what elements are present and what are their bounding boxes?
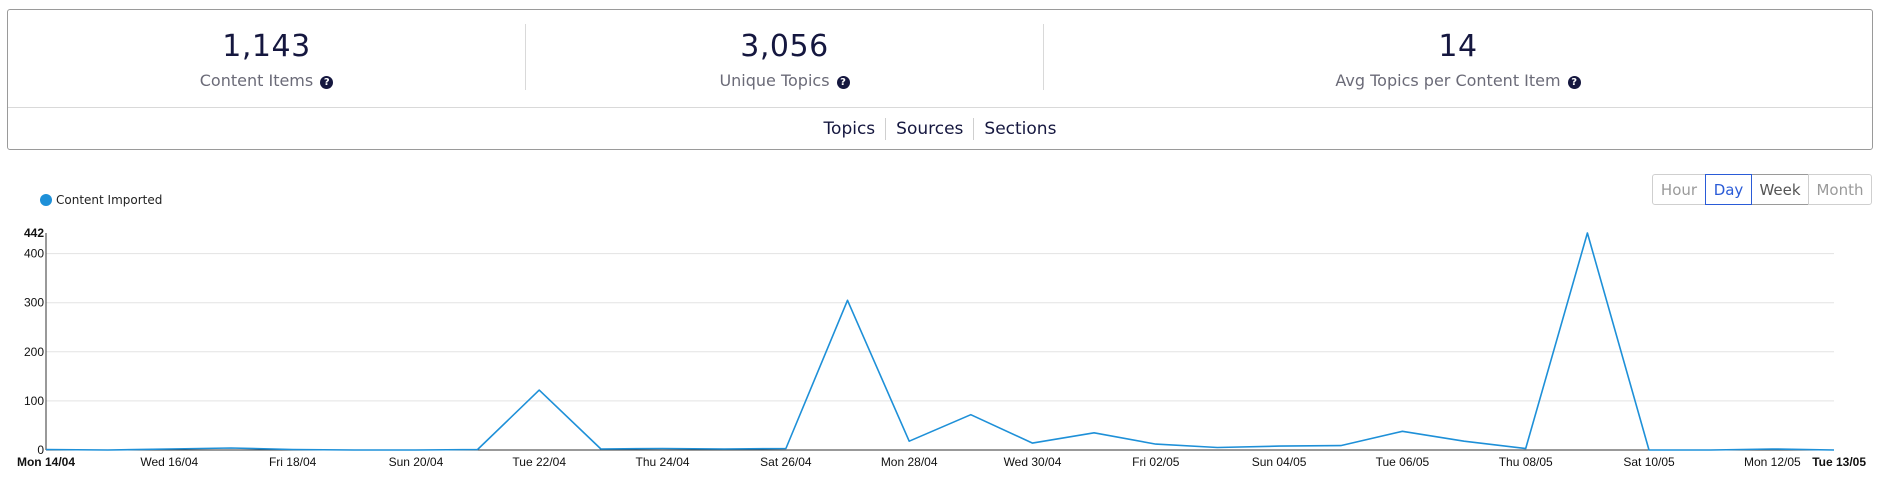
x-tick-label: Tue 13/05 [1812, 455, 1866, 469]
tab-sources[interactable]: Sources [896, 119, 964, 139]
y-tick-label: 200 [24, 345, 44, 359]
tab-separator [973, 118, 975, 140]
x-tick-label: Mon 12/05 [1744, 455, 1801, 469]
y-tick-label: 0 [37, 443, 44, 457]
stat-unique-topics: 3,056 Unique Topics? [526, 10, 1043, 107]
stat-label: Content Items [199, 71, 314, 90]
stat-label: Avg Topics per Content Item [1335, 71, 1561, 90]
period-selector: Hour Day Week Month [1652, 174, 1872, 205]
x-tick-label: Sun 20/04 [389, 455, 444, 469]
x-tick-label: Thu 08/05 [1499, 455, 1553, 469]
stat-divider [525, 24, 526, 90]
question-circle-icon[interactable]: ? [836, 76, 850, 89]
stat-value: 14 [1438, 29, 1478, 64]
question-circle-icon[interactable]: ? [1567, 76, 1581, 89]
y-tick-label: 400 [24, 247, 44, 261]
x-tick-label: Tue 22/04 [512, 455, 566, 469]
period-day-button[interactable]: Day [1705, 174, 1752, 205]
x-tick-label: Wed 16/04 [140, 455, 198, 469]
series-line-content-imported [45, 232, 1835, 451]
period-week-button[interactable]: Week [1751, 174, 1809, 205]
tab-separator [885, 118, 887, 140]
x-tick-label: Fri 02/05 [1132, 455, 1180, 469]
stat-label: Unique Topics [719, 71, 830, 90]
y-tick-label: 100 [24, 394, 44, 408]
x-tick-label: Mon 14/04 [17, 455, 75, 469]
stats-card: 1,143 Content Items? 3,056 Unique Topics… [7, 9, 1873, 150]
period-month-button[interactable]: Month [1808, 174, 1872, 205]
tab-sections[interactable]: Sections [984, 119, 1057, 139]
content-imported-chart: 0 100 200 300 400 442 Mon 14/04 Wed 16/04 Fri 18… [17, 226, 1866, 469]
chart-legend[interactable]: Content Imported [40, 193, 162, 207]
x-tick-label: Fri 18/04 [269, 455, 317, 469]
x-tick-label: Sat 26/04 [760, 455, 812, 469]
x-tick-label: Sun 04/05 [1252, 455, 1307, 469]
view-tabs: Topics Sources Sections [8, 108, 1872, 150]
stat-divider [1043, 24, 1044, 90]
x-tick-label: Sat 10/05 [1623, 455, 1675, 469]
x-tick-label: Tue 06/05 [1376, 455, 1430, 469]
stat-value: 1,143 [222, 29, 311, 64]
legend-marker [40, 194, 52, 206]
x-tick-label: Mon 28/04 [881, 455, 938, 469]
legend-label: Content Imported [56, 193, 163, 207]
tab-topics[interactable]: Topics [823, 119, 876, 139]
stat-label-row: Avg Topics per Content Item? [1044, 71, 1872, 90]
card-divider [8, 107, 1872, 108]
stats-row: 1,143 Content Items? 3,056 Unique Topics… [8, 10, 1872, 107]
period-hour-button[interactable]: Hour [1652, 174, 1706, 205]
question-circle-icon[interactable]: ? [320, 76, 334, 89]
stat-content-items: 1,143 Content Items? [8, 10, 525, 107]
x-tick-label: Wed 30/04 [1004, 455, 1062, 469]
stat-label-row: Content Items? [8, 71, 525, 90]
y-tick-label: 300 [24, 296, 44, 310]
y-tick-label: 442 [24, 226, 44, 240]
stat-label-row: Unique Topics? [526, 71, 1043, 90]
stat-value: 3,056 [740, 29, 829, 64]
stat-avg-topics: 14 Avg Topics per Content Item? [1044, 10, 1872, 107]
x-tick-label: Thu 24/04 [636, 455, 690, 469]
